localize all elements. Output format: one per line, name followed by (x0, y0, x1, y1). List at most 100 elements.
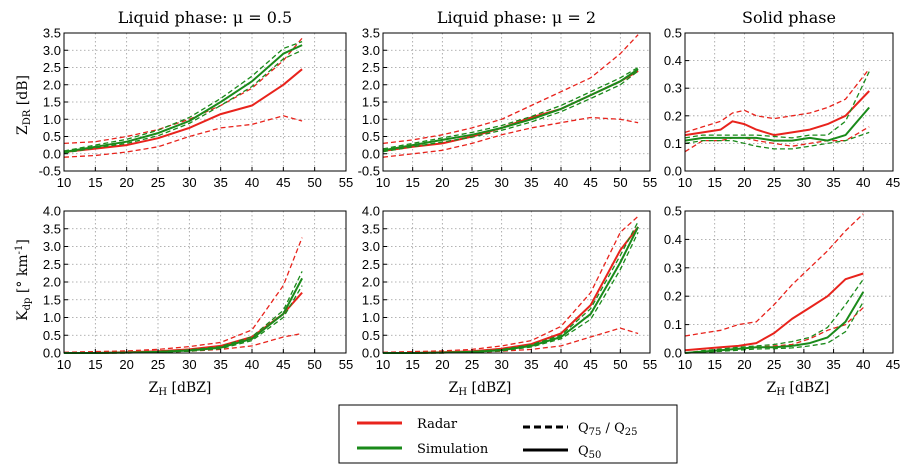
x-tick-label: 50 (613, 175, 627, 190)
zdr-axis-label: ZDR [dB] (15, 75, 33, 135)
simulation-quantile-line (684, 131, 870, 150)
panel-title: Liquid phase: μ = 0.5 (118, 8, 292, 27)
radar-quantile-line (63, 237, 303, 353)
x-tick-label: 40 (245, 357, 259, 372)
simulation-quantile-line (382, 66, 639, 150)
y-tick-label: 3.0 (43, 43, 61, 58)
y-tick-label: 0.3 (664, 81, 682, 96)
radar-median-line (63, 68, 303, 153)
x-tick-label: 25 (151, 357, 165, 372)
y-tick-label: 2.0 (43, 77, 61, 92)
radar-median-line (382, 70, 639, 152)
y-tick-label: 3.5 (43, 26, 61, 41)
radar-quantile-line (382, 34, 639, 145)
x-tick-label: 50 (613, 357, 627, 372)
x-tick-label: 40 (554, 175, 568, 190)
x-axis-label-1: ZH [dBZ] (149, 380, 212, 398)
x-tick-label: 25 (465, 175, 479, 190)
x-tick-label: 30 (182, 175, 196, 190)
x-tick-label: 15 (707, 357, 721, 372)
radar-median-line (684, 272, 864, 352)
x-tick-label: 40 (554, 357, 568, 372)
y-tick-label: 0.2 (664, 289, 682, 304)
y-tick-label: 0.5 (664, 26, 682, 41)
x-tick-label: 45 (276, 175, 290, 190)
x-tick-label: 40 (856, 175, 870, 190)
simulation-quantile-line (64, 271, 303, 354)
y-tick-label: 0.5 (43, 129, 61, 144)
x-tick-label: 15 (88, 175, 102, 190)
simulation-quantile-line (63, 49, 303, 154)
panel-title: Solid phase (742, 8, 836, 27)
x-tick-label: 20 (737, 175, 751, 190)
radar-quantile-line (63, 115, 303, 158)
simulation-median-line (63, 44, 303, 153)
y-tick-label: 0.1 (664, 317, 682, 332)
y-tick-label: 0.5 (362, 328, 380, 343)
y-tick-label: 2.0 (362, 275, 380, 290)
x-tick-label: 15 (707, 175, 721, 190)
x-tick-label: 20 (435, 175, 449, 190)
x-tick-label: 45 (276, 357, 290, 372)
x-tick-label: 35 (826, 175, 840, 190)
panel-zdr-3: 10 15 20 25 30 35 40 45 0.0 0.1 0.2 0.3 0.4 0.5 Solid … (664, 8, 900, 190)
y-tick-label: 3.5 (362, 221, 380, 236)
x-tick-label: 30 (797, 357, 811, 372)
y-tick-label: 0.2 (664, 108, 682, 123)
y-tick-label: 2.5 (362, 257, 380, 272)
x-tick-label: 15 (405, 175, 419, 190)
panel-title: Liquid phase: μ = 2 (437, 8, 596, 27)
radar-median-line (684, 90, 870, 137)
panel-zdr-1: 10 15 20 25 30 35 40 45 50 55 -0.5 0.0 0.5 1.0 1.5 2.0 2… (39, 8, 354, 190)
panel-zdr-2: 10 15 20 25 30 35 40 45 50 55 -0.5 0.0 0.5 1.0 1.5 2.0 2… (358, 8, 658, 190)
y-tick-label: 0.3 (664, 260, 682, 275)
y-tick-label: 0.4 (664, 232, 682, 247)
x-tick-label: 30 (494, 357, 508, 372)
y-tick-label: 0.0 (43, 146, 61, 161)
x-axis-label-3: ZH [dBZ] (767, 380, 830, 398)
y-tick-label: 3.5 (362, 26, 380, 41)
radar-median-line (64, 291, 303, 354)
x-tick-label: 45 (886, 175, 900, 190)
x-tick-label: 35 (213, 175, 227, 190)
x-tick-label: 10 (678, 357, 692, 372)
y-tick-label: 3.0 (43, 239, 61, 254)
x-tick-label: 45 (583, 357, 597, 372)
x-tick-label: 10 (678, 175, 692, 190)
x-tick-label: 45 (583, 175, 597, 190)
x-tick-label: 20 (119, 357, 133, 372)
simulation-quantile-line (684, 278, 864, 354)
x-tick-label: 20 (435, 357, 449, 372)
x-tick-label: 30 (182, 357, 196, 372)
y-tick-label: 0.5 (664, 204, 682, 219)
y-tick-label: 0.0 (362, 146, 380, 161)
y-tick-label: 3.0 (362, 239, 380, 254)
y-tick-label: 0.0 (362, 346, 380, 361)
panel-kdp-2: 10 15 20 25 30 35 40 45 50 55 0.0 0.5 1.0 1.5 2.0 2.5 3.… (362, 204, 657, 373)
x-tick-label: 55 (339, 175, 353, 190)
x-tick-label: 20 (737, 357, 751, 372)
y-tick-label: 0.4 (664, 53, 682, 68)
y-tick-label: 0.5 (43, 328, 61, 343)
legend-frame (338, 404, 678, 464)
y-tick-label: 1.5 (43, 292, 61, 307)
y-tick-label: 2.0 (43, 275, 61, 290)
y-tick-label: 0.0 (43, 346, 61, 361)
x-tick-label: 35 (524, 357, 538, 372)
x-tick-label: 15 (405, 357, 419, 372)
x-tick-label: 55 (643, 357, 657, 372)
x-tick-label: 25 (151, 175, 165, 190)
simulation-median-line (684, 106, 870, 142)
x-tick-label: 10 (376, 357, 390, 372)
x-tick-label: 45 (886, 357, 900, 372)
y-tick-label: 0.1 (664, 136, 682, 151)
x-tick-label: 30 (797, 175, 811, 190)
x-tick-label: 15 (88, 357, 102, 372)
y-tick-label: 1.0 (362, 310, 380, 325)
x-tick-label: 55 (643, 175, 657, 190)
axes-frame (684, 32, 894, 172)
x-tick-label: 25 (767, 175, 781, 190)
x-axis-label-2: ZH [dBZ] (449, 380, 512, 398)
legend-simulation-label: Simulation (417, 442, 489, 457)
